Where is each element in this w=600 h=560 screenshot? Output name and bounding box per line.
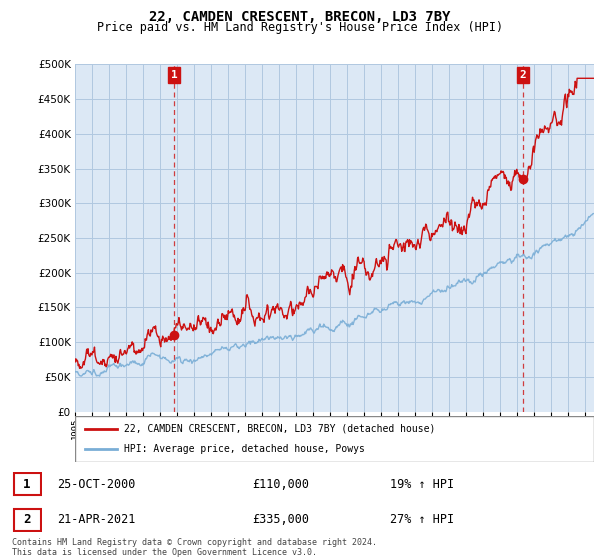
- Text: 27% ↑ HPI: 27% ↑ HPI: [390, 513, 454, 526]
- Text: 21-APR-2021: 21-APR-2021: [57, 513, 136, 526]
- Text: Price paid vs. HM Land Registry's House Price Index (HPI): Price paid vs. HM Land Registry's House …: [97, 21, 503, 34]
- Text: £110,000: £110,000: [252, 478, 309, 491]
- Text: 1: 1: [23, 478, 31, 491]
- FancyBboxPatch shape: [14, 473, 41, 496]
- FancyBboxPatch shape: [14, 508, 41, 531]
- Text: 2: 2: [23, 513, 31, 526]
- FancyBboxPatch shape: [75, 416, 594, 462]
- Text: 22, CAMDEN CRESCENT, BRECON, LD3 7BY: 22, CAMDEN CRESCENT, BRECON, LD3 7BY: [149, 10, 451, 24]
- Text: Contains HM Land Registry data © Crown copyright and database right 2024.
This d: Contains HM Land Registry data © Crown c…: [12, 538, 377, 557]
- Text: HPI: Average price, detached house, Powys: HPI: Average price, detached house, Powy…: [124, 444, 365, 454]
- Text: 22, CAMDEN CRESCENT, BRECON, LD3 7BY (detached house): 22, CAMDEN CRESCENT, BRECON, LD3 7BY (de…: [124, 424, 436, 434]
- Text: £335,000: £335,000: [252, 513, 309, 526]
- Text: 25-OCT-2000: 25-OCT-2000: [57, 478, 136, 491]
- Text: 1: 1: [170, 70, 178, 80]
- Text: 2: 2: [520, 70, 526, 80]
- Text: 19% ↑ HPI: 19% ↑ HPI: [390, 478, 454, 491]
